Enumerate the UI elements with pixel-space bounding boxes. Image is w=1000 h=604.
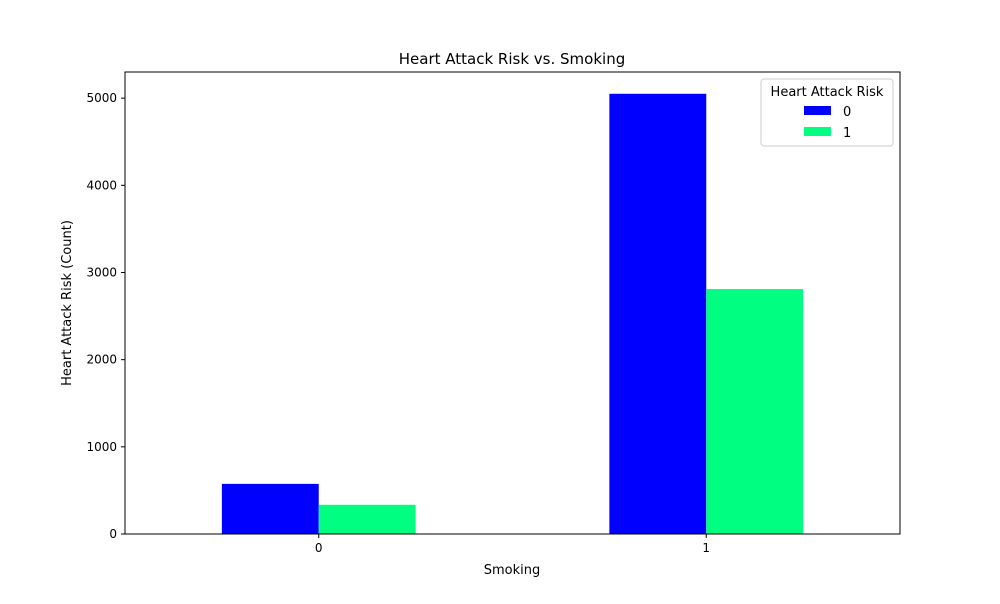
plot-area: 0 1 0 1000 2000 3000 4000 5000 xyxy=(86,71,901,555)
legend-label: 0 xyxy=(843,105,851,120)
legend: Heart Attack Risk 0 1 xyxy=(760,78,894,147)
chart-title: Heart Attack Risk vs. Smoking xyxy=(399,50,625,68)
legend-swatch-1 xyxy=(804,127,831,136)
y-tick-label: 1000 xyxy=(86,440,117,454)
legend-label: 1 xyxy=(843,126,851,141)
legend-title: Heart Attack Risk xyxy=(771,85,884,100)
y-tick-label: 5000 xyxy=(86,91,117,105)
y-tick-label: 0 xyxy=(109,527,117,541)
bar-0-series-1 xyxy=(318,504,416,534)
legend-swatch-0 xyxy=(804,106,831,115)
bar-1-series-0 xyxy=(609,93,707,534)
x-tick-label: 0 xyxy=(315,541,323,555)
x-tick-label: 1 xyxy=(702,541,710,555)
bar-0-series-0 xyxy=(221,483,319,534)
x-axis-label: Smoking xyxy=(484,563,541,578)
plot-frame xyxy=(124,71,901,535)
bar-1-series-1 xyxy=(706,289,804,534)
y-tick-label: 4000 xyxy=(86,178,117,192)
y-tick-label: 2000 xyxy=(86,353,117,367)
y-tick-label: 3000 xyxy=(86,265,117,279)
y-axis-label: Heart Attack Risk (Count) xyxy=(60,220,75,386)
